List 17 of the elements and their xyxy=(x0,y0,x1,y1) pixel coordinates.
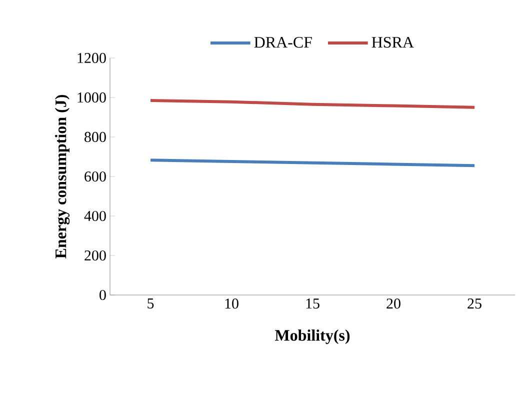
y-tick-label: 1000 xyxy=(78,92,106,103)
y-tick-label: 600 xyxy=(84,171,106,182)
y-axis-title: Energy consumption (J) xyxy=(54,94,70,258)
y-tick-label: 200 xyxy=(84,250,106,261)
x-tick-label: 5 xyxy=(148,298,154,308)
x-tick-label: 10 xyxy=(225,298,238,309)
legend-label: DRA-CF xyxy=(254,36,312,48)
legend-label: HSRA xyxy=(372,36,414,48)
x-tick-label: 25 xyxy=(468,298,482,309)
y-tick-label: 0 xyxy=(100,290,106,300)
y-tick-label: 800 xyxy=(84,132,106,142)
x-axis-title: Mobility(s) xyxy=(275,330,350,344)
y-tick-label: 1200 xyxy=(78,52,106,64)
y-tick-label: 400 xyxy=(84,210,106,222)
x-tick-label: 20 xyxy=(386,298,400,309)
line-series xyxy=(149,98,476,109)
x-tick-label: 15 xyxy=(306,298,320,309)
